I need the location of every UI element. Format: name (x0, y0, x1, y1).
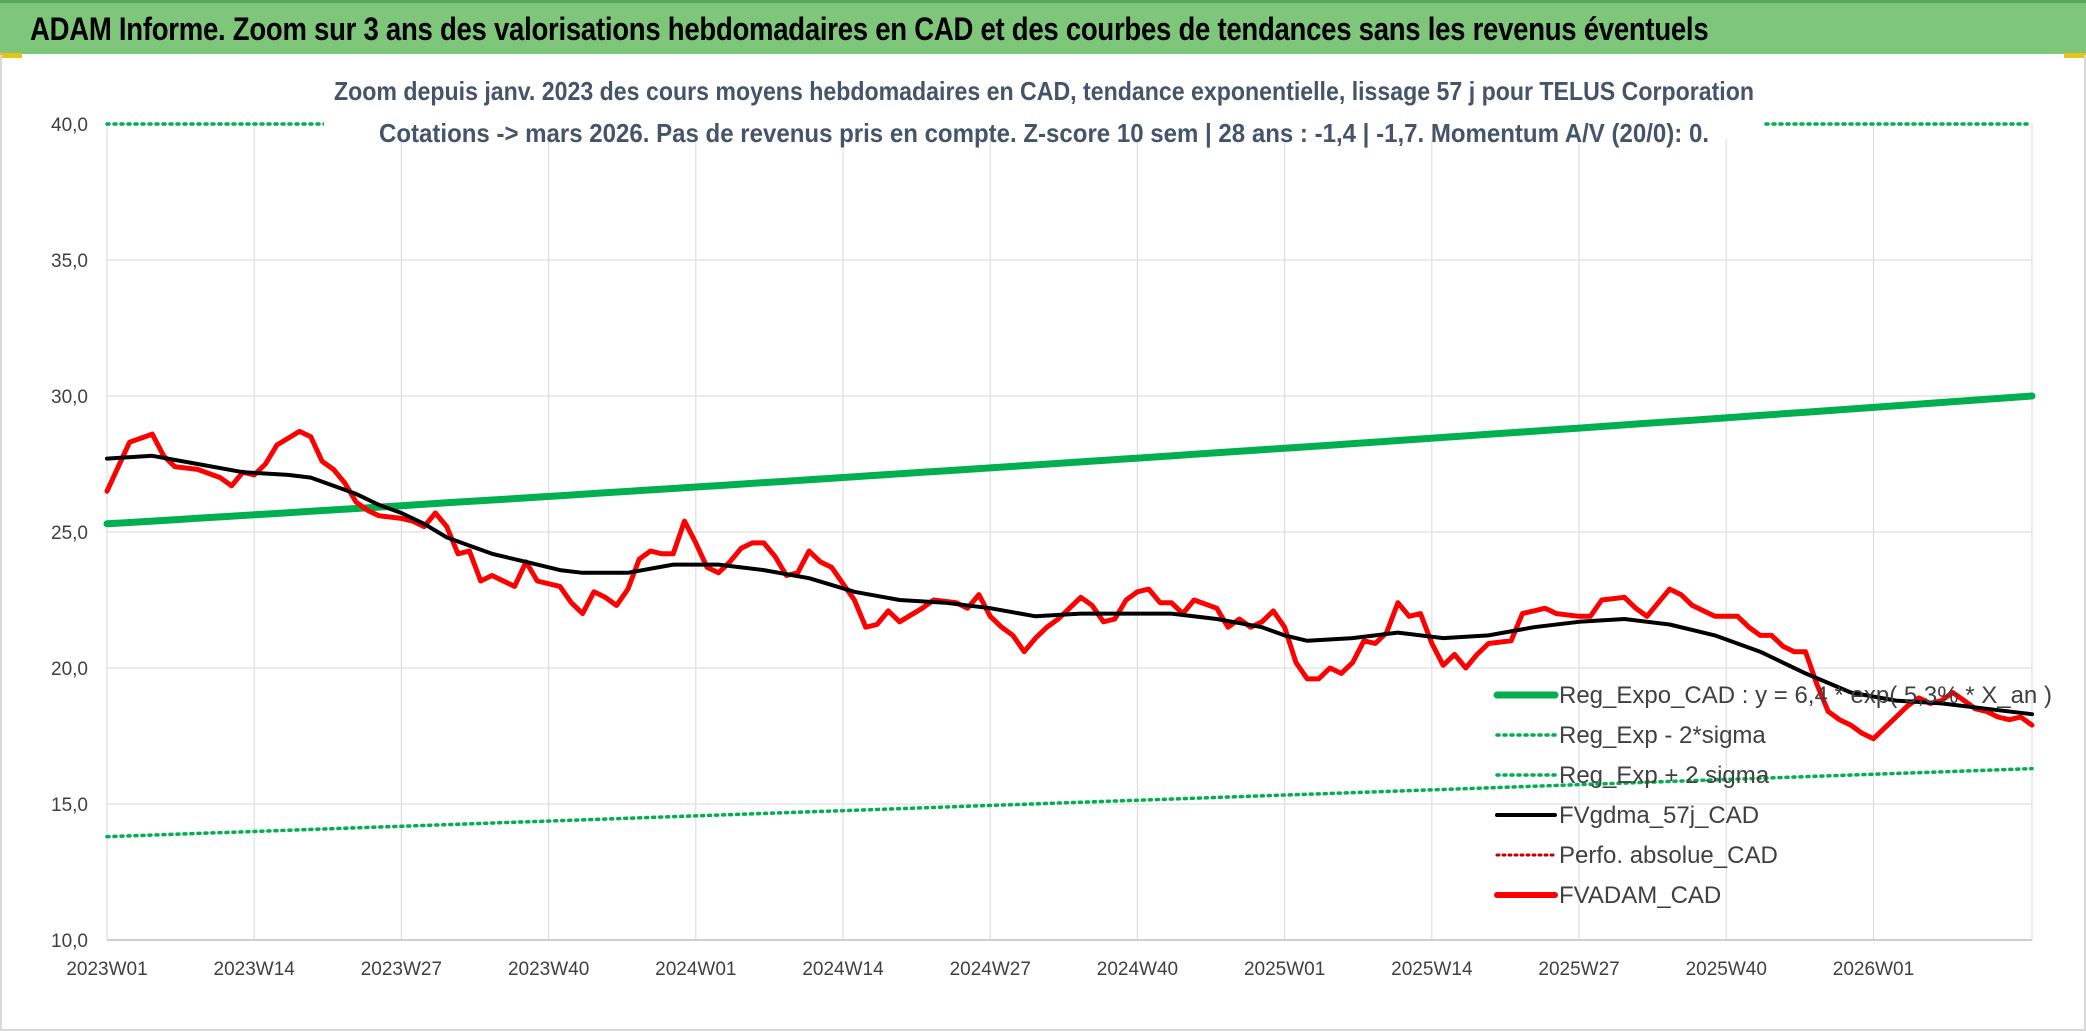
series-fvgdma (105, 453, 2034, 717)
legend-label-fvadam: FVADAM_CAD (1559, 882, 1721, 909)
chart-subtitle-2: Cotations -> mars 2026. Pas de revenus p… (379, 118, 1709, 148)
legend: Reg_Expo_CAD : y = 6,4 * exp( 5,3% * X_a… (1493, 682, 2052, 909)
x-tick-label: 2024W27 (950, 959, 1031, 980)
y-tick-label: 40,0 (51, 115, 88, 136)
y-tick-label: 20,0 (51, 659, 88, 680)
title-corner-right (2064, 53, 2086, 58)
x-tick-label: 2024W40 (1097, 959, 1178, 980)
chart-subtitle-1: Zoom depuis janv. 2023 des cours moyens … (334, 76, 1754, 106)
y-tick-label: 35,0 (51, 251, 88, 272)
x-tick-label: 2024W01 (655, 959, 736, 980)
legend-label-perfo: Perfo. absolue_CAD (1559, 842, 1778, 869)
x-tick-label: 2025W14 (1391, 959, 1473, 980)
y-tick-label: 25,0 (51, 523, 88, 544)
title-bar: ADAM Informe. Zoom sur 3 ans des valoris… (0, 0, 2086, 58)
x-tick-label: 2023W27 (361, 959, 442, 980)
page-title: ADAM Informe. Zoom sur 3 ans des valoris… (30, 11, 1709, 47)
x-tick-label: 2026W01 (1833, 959, 1914, 980)
x-tick-label: 2025W01 (1244, 959, 1325, 980)
chart-svg: Zoom depuis janv. 2023 des cours moyens … (51, 59, 2052, 980)
y-tick-label: 30,0 (51, 387, 88, 408)
y-tick-label: 15,0 (51, 795, 88, 816)
x-tick-label: 2023W14 (214, 959, 296, 980)
subtitle-background (324, 59, 1764, 139)
x-tick-label: 2023W40 (508, 959, 589, 980)
chart-area: Zoom depuis janv. 2023 des cours moyens … (0, 55, 2086, 1031)
legend-label-fvgdma: FVgdma_57j_CAD (1559, 802, 1759, 829)
x-tick-label: 2023W01 (66, 959, 147, 980)
series-reg-expo (103, 392, 2036, 528)
legend-label-reg_hi: Reg_Exp + 2 sigma (1559, 762, 1770, 789)
series-layer (103, 392, 2036, 839)
series-reg-exp-minus-2sigma (105, 766, 2034, 839)
title-corner-left (0, 53, 22, 58)
axis-layer: 10,0 15,0 20,0 25,0 30,0 35,0 40,0 2023W01 2023W… (51, 115, 2032, 980)
y-tick-label: 10,0 (51, 931, 88, 952)
legend-label-reg_lo: Reg_Exp - 2*sigma (1559, 722, 1766, 749)
x-tick-label: 2025W40 (1686, 959, 1767, 980)
x-tick-label: 2024W14 (802, 959, 884, 980)
legend-label-reg_expo: Reg_Expo_CAD : y = 6,4 * exp( 5,3% * X_a… (1559, 682, 2052, 709)
x-tick-label: 2025W27 (1538, 959, 1619, 980)
